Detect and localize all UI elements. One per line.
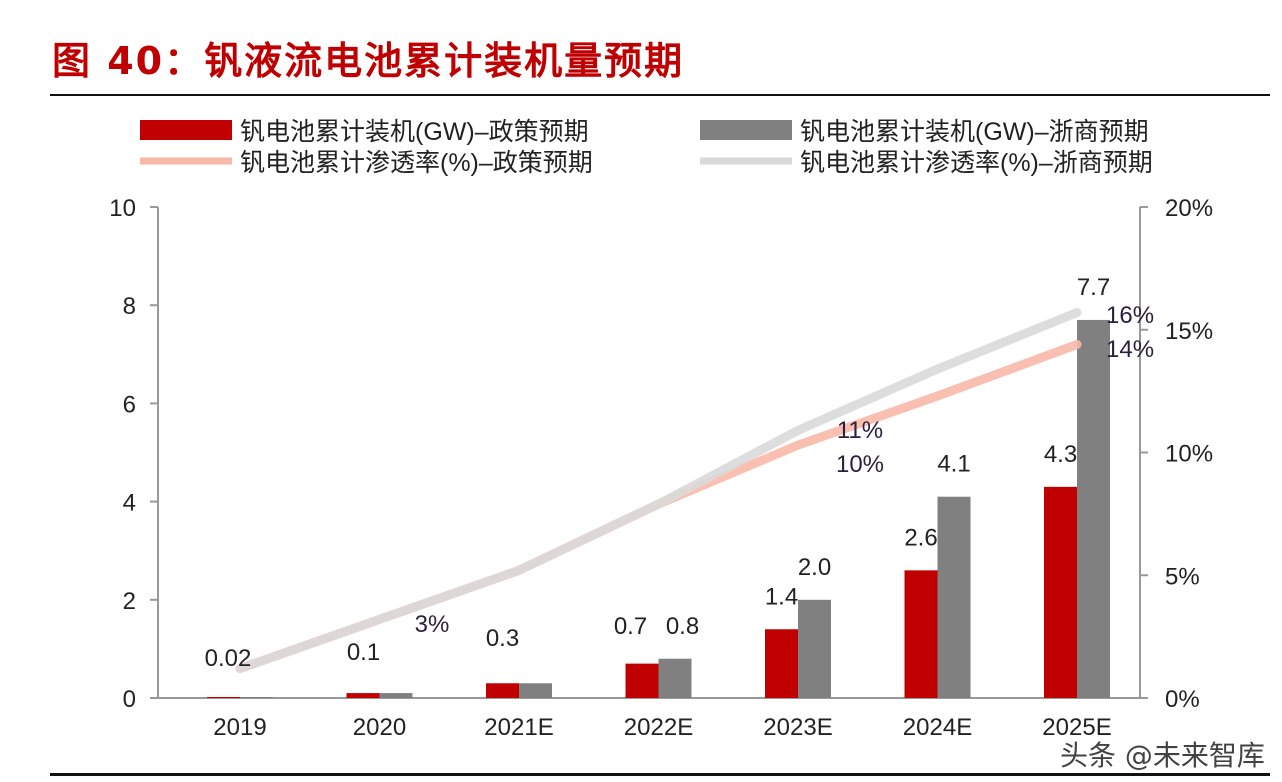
bar-data-label: 1.4: [765, 583, 798, 610]
bar: [1044, 486, 1077, 698]
bar-data-label: 2.6: [904, 524, 937, 551]
legend-label: 钒电池累计装机(GW)–浙商预期: [800, 118, 1149, 146]
y2-tick-label: 15%: [1165, 318, 1213, 345]
y-tick-label: 4: [123, 490, 136, 517]
x-tick-label: 2025E: [1042, 714, 1111, 741]
legend-swatch: [700, 120, 792, 140]
legend-label: 钒电池累计渗透率(%)–政策预期: [240, 149, 593, 177]
bar-data-label: 0.3: [486, 625, 519, 652]
bar-data-label: 4.1: [937, 451, 970, 478]
legend-label: 钒电池累计装机(GW)–政策预期: [240, 118, 589, 146]
title-divider: [50, 94, 1270, 96]
legend-label: 钒电池累计渗透率(%)–浙商预期: [800, 149, 1153, 177]
chart-title: 图 40：钒液流电池累计装机量预期: [52, 39, 685, 83]
legend-swatch: [140, 120, 232, 140]
bar-data-label: 0.02: [205, 645, 252, 672]
y-tick-label: 0: [123, 686, 136, 713]
line-data-label: 11%: [837, 417, 883, 444]
bar: [240, 697, 273, 698]
x-tick-label: 2024E: [903, 714, 972, 741]
line-data-label: 16%: [1106, 302, 1154, 329]
y2-tick-label: 10%: [1165, 441, 1213, 468]
bar-data-label: 0.8: [666, 613, 699, 640]
line-data-label: 10%: [836, 451, 884, 478]
bar: [207, 697, 240, 698]
bar-data-label: 0.1: [347, 639, 380, 666]
bar-data-label: 7.7: [1077, 274, 1110, 301]
bar: [625, 663, 659, 698]
bar: [658, 658, 692, 698]
y-tick-label: 8: [123, 293, 136, 320]
y-tick-label: 10: [109, 195, 136, 222]
bar: [798, 599, 831, 698]
bar: [379, 693, 413, 698]
bar: [486, 683, 519, 698]
line-data-label: 14%: [1106, 336, 1154, 363]
x-tick-label: 2022E: [624, 714, 693, 741]
bar: [765, 629, 798, 698]
x-tick-label: 2020: [353, 714, 406, 741]
line-data-label: 3%: [415, 611, 450, 638]
y-tick-label: 6: [123, 391, 136, 418]
bar: [1077, 319, 1110, 698]
y2-tick-label: 0%: [1165, 686, 1200, 713]
x-tick-label: 2023E: [763, 714, 832, 741]
bar-data-label: 4.3: [1044, 441, 1077, 468]
bar-data-label: 0.7: [614, 613, 647, 640]
y2-tick-label: 20%: [1165, 195, 1213, 222]
bar: [519, 683, 552, 698]
line-series: [235, 308, 1082, 674]
x-tick-label: 2021E: [484, 714, 553, 741]
y-tick-label: 2: [123, 588, 136, 615]
y2-tick-label: 5%: [1165, 563, 1200, 590]
bar: [937, 496, 971, 698]
bar: [346, 693, 380, 698]
x-tick-label: 2019: [213, 714, 266, 741]
bar-data-label: 2.0: [798, 554, 831, 581]
watermark: 头条 @未来智库: [1060, 739, 1265, 772]
bar: [904, 570, 938, 698]
bottom-divider: [50, 773, 1270, 776]
